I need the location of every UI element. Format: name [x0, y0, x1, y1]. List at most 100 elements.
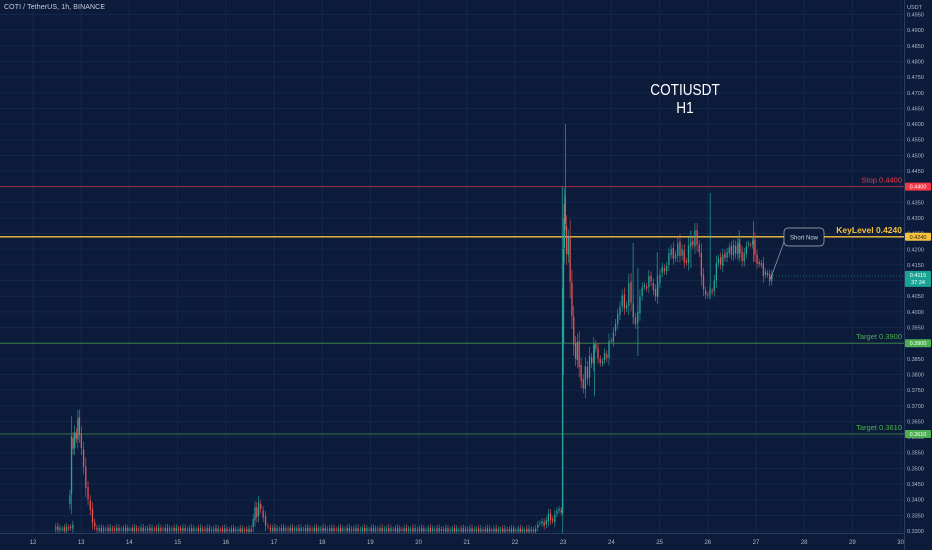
price-tick-label: 0.4050 [907, 294, 924, 300]
candle-body [451, 528, 453, 532]
candle-body [429, 527, 432, 532]
candle-body [186, 529, 188, 531]
candle-body [571, 282, 573, 317]
candle-body [564, 204, 566, 223]
candle-body [584, 366, 586, 389]
candle-body [623, 294, 626, 309]
candle-body [547, 513, 550, 522]
candle-body [745, 246, 748, 254]
candle-body [769, 274, 771, 282]
candle-body [601, 361, 604, 364]
candle-body [69, 495, 71, 505]
candle-body [586, 367, 589, 379]
candle-body [180, 528, 182, 531]
candle-body [749, 244, 752, 246]
price-tick-label: 0.3850 [907, 357, 924, 363]
candle-body [355, 527, 357, 532]
candle-body [111, 528, 114, 531]
candle-body [124, 527, 127, 532]
candle-body [473, 529, 475, 531]
candle-body [339, 527, 342, 532]
candle-body [519, 528, 521, 533]
price-tick-label: 0.4600 [907, 122, 924, 128]
candle-body [534, 528, 537, 533]
candle-body [612, 332, 615, 342]
candle-body [403, 528, 405, 532]
candle-body [149, 527, 151, 532]
candle-body [307, 527, 309, 532]
time-axis[interactable]: 12 13 14 15 16 17 18 19 20 21 22 23 24 25 26 27 28 29 30 [0, 533, 905, 550]
candle-body [138, 528, 140, 530]
callout-text: Short Now [790, 236, 819, 242]
candle-body [188, 528, 191, 531]
candle-body [337, 528, 340, 531]
candle-body [122, 528, 125, 531]
symbol-header[interactable]: COTI / TetherUS, 1h, BINANCE [4, 4, 106, 11]
candle-body [151, 527, 153, 532]
candle-body [282, 527, 285, 532]
candle-body [269, 527, 272, 531]
candle-body [246, 529, 248, 532]
candle-body [462, 528, 464, 532]
candle-body [698, 244, 700, 253]
candle-body [287, 528, 289, 531]
candle-body [230, 528, 233, 532]
candle-body [541, 521, 543, 524]
candle-body [388, 527, 390, 532]
candle-body [315, 527, 318, 532]
time-tick-label: 17 [271, 540, 278, 546]
candle-body [460, 528, 462, 532]
candle-body [567, 237, 569, 256]
candle-body [692, 240, 694, 246]
candle-body [654, 289, 657, 297]
candle-body [379, 527, 381, 532]
candle-body [610, 340, 612, 342]
candle-body [206, 528, 208, 532]
candle-body [346, 527, 348, 532]
candle-body [219, 529, 222, 531]
candle-body [447, 528, 449, 532]
candle-body [599, 358, 601, 363]
candle-body [412, 528, 414, 532]
price-axis[interactable]: USDT 0.4950 0.4900 0.4850 0.4800 0.4750 0.4700… [904, 0, 932, 550]
candle-body [683, 250, 685, 263]
price-tick-label: 0.4300 [907, 216, 924, 222]
candle-body [311, 529, 313, 531]
candle-body [55, 526, 57, 530]
candle-body [440, 529, 443, 531]
candle-body [499, 529, 502, 531]
candle-body [348, 527, 351, 532]
candle-body [77, 418, 79, 440]
candle-body [416, 529, 418, 531]
candle-body [603, 352, 606, 360]
price-tick-label: 0.4750 [907, 75, 924, 81]
candle-body [98, 528, 100, 531]
candle-body [274, 527, 276, 532]
candle-body [687, 245, 690, 263]
candle-body [243, 529, 246, 531]
candle-body [506, 529, 508, 531]
candle-body [504, 528, 506, 532]
candle-body [155, 528, 158, 531]
candle-body [423, 528, 425, 532]
candle-body [320, 528, 322, 531]
candle-body [582, 379, 584, 389]
candle-body [173, 527, 175, 532]
candle-body [576, 341, 579, 361]
time-tick-label: 24 [608, 540, 615, 546]
level-axis-badge-target1 [905, 339, 931, 348]
candle-body [377, 529, 379, 531]
price-tick-label: 0.3400 [907, 498, 924, 504]
candle-body [730, 245, 733, 255]
candle-body [285, 528, 287, 531]
candle-body [741, 251, 743, 262]
candle-body [127, 528, 129, 531]
candle-body [543, 521, 545, 526]
candle-body [254, 507, 256, 521]
candle-body [199, 527, 202, 532]
candle-body [166, 527, 169, 532]
short-now-callout[interactable]: Short Now [770, 227, 825, 280]
time-tick-label: 18 [319, 540, 326, 546]
candle-body [663, 268, 666, 272]
